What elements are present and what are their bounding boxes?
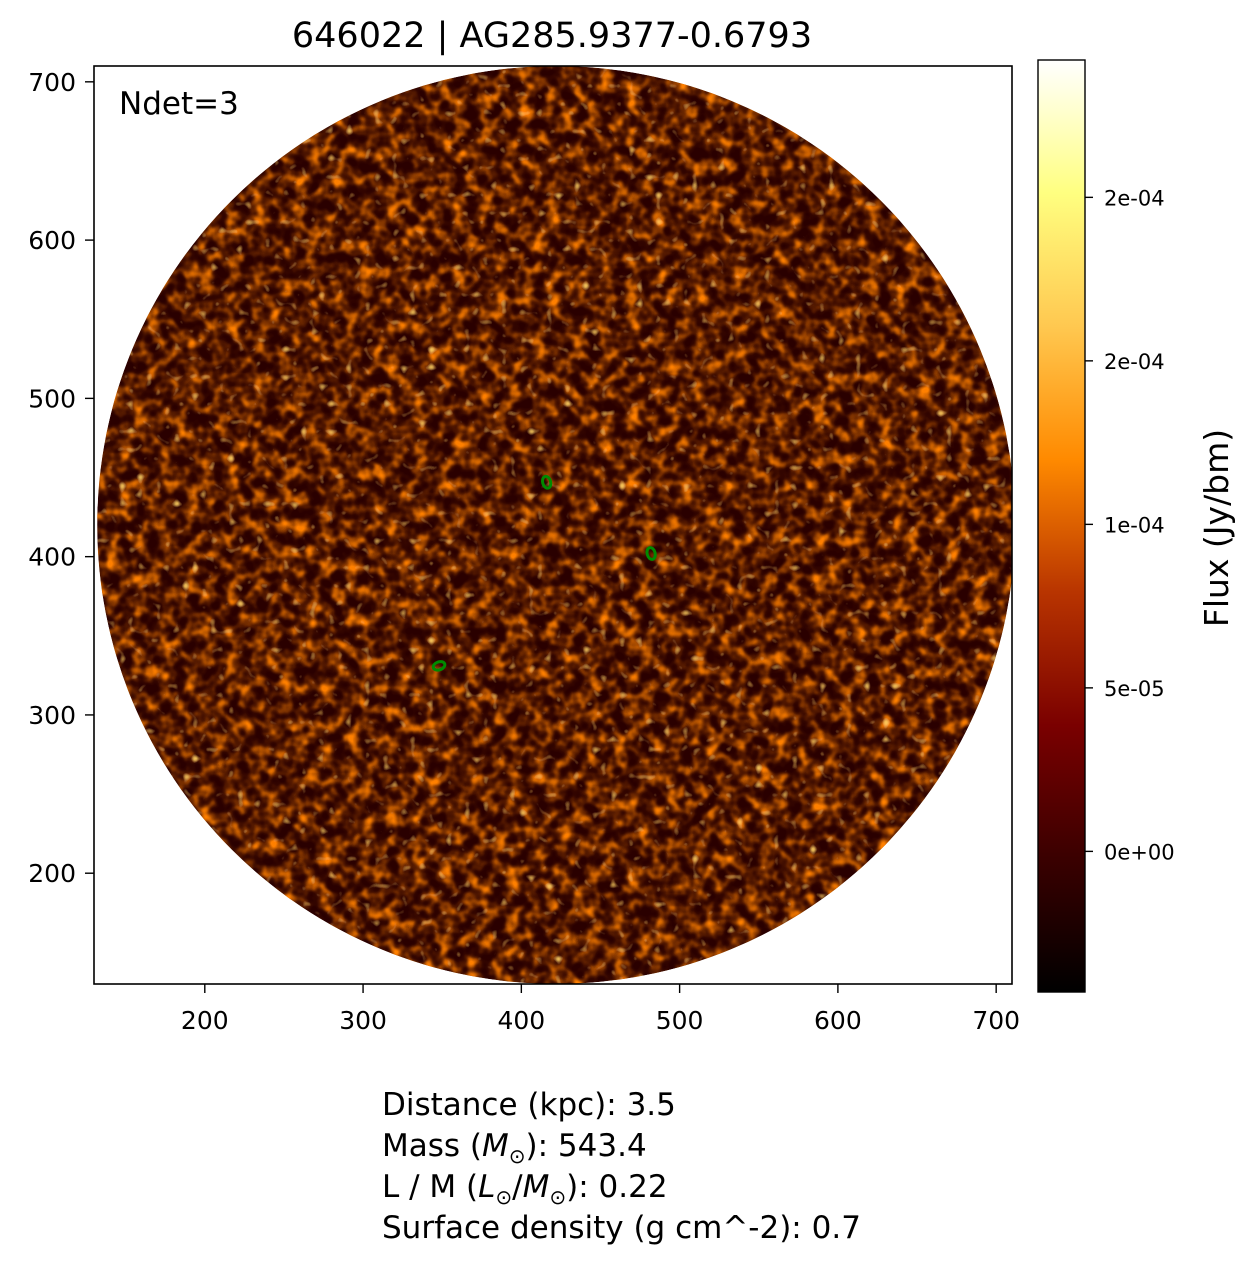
x-tick-label: 500 — [656, 1006, 704, 1035]
info-mass: Mass (M⊙): 543.4 — [382, 1128, 647, 1169]
x-tick-label: 300 — [339, 1006, 387, 1035]
detection-contour — [541, 474, 553, 490]
flux-map — [97, 66, 1012, 984]
x-axis: 200 300 400 500 600 700 — [181, 984, 1020, 1035]
source-info: Distance (kpc): 3.5 Mass (M⊙): 543.4 L /… — [382, 1085, 861, 1249]
info-lm: L / M (L⊙/M⊙): 0.22 — [382, 1169, 668, 1210]
colorbar-label: Flux (Jy/bm) — [1197, 429, 1236, 627]
flux-map-noise — [97, 66, 1012, 984]
x-tick-label: 200 — [181, 1006, 229, 1035]
detection-contour — [431, 660, 447, 672]
y-tick-label: 200 — [28, 859, 76, 888]
info-surface-density: Surface density (g cm^-2): 0.7 — [382, 1210, 861, 1246]
y-tick-label: 700 — [28, 68, 76, 97]
colorbar-tick-label: 1e-04 — [1104, 513, 1165, 537]
ndet-annotation: Ndet=3 — [119, 86, 239, 122]
axes-frame — [93, 65, 1013, 985]
colorbar-tick-label: 2e-04 — [1104, 350, 1165, 374]
detection-contour — [645, 546, 657, 561]
y-tick-label: 600 — [28, 226, 76, 255]
x-tick-label: 700 — [972, 1006, 1020, 1035]
y-tick-label: 300 — [28, 701, 76, 730]
x-tick-label: 600 — [814, 1006, 862, 1035]
colorbar-tick-label: 5e-05 — [1104, 677, 1165, 701]
y-tick-label: 500 — [28, 384, 76, 413]
surface-density-value: 0.7 — [811, 1210, 861, 1246]
colorbar-frame — [1037, 59, 1086, 993]
y-tick-label: 400 — [28, 543, 76, 572]
x-tick-label: 400 — [497, 1006, 545, 1035]
info-distance: Distance (kpc): 3.5 — [382, 1087, 676, 1123]
colorbar-gradient — [1038, 60, 1085, 992]
colorbar-tick-label: 0e+00 — [1104, 840, 1175, 864]
y-axis: 200 300 400 500 600 700 — [28, 68, 94, 888]
lm-value: 0.22 — [598, 1169, 668, 1205]
image-axes: 200 300 400 500 600 700 200 300 400 500 600 700 Nd… — [28, 65, 1020, 1035]
plot-title: 646022 | AG285.9377-0.6793 — [291, 16, 813, 56]
colorbar: 0e+00 5e-05 1e-04 2e-04 2e-04 Flux (Jy/bm) — [1037, 59, 1236, 993]
distance-value: 3.5 — [626, 1087, 676, 1123]
detection-contours — [431, 474, 657, 672]
mass-value: 543.4 — [557, 1128, 647, 1164]
colorbar-tick-label: 2e-04 — [1104, 186, 1165, 210]
colorbar-ticks: 0e+00 5e-05 1e-04 2e-04 2e-04 — [1085, 186, 1175, 864]
